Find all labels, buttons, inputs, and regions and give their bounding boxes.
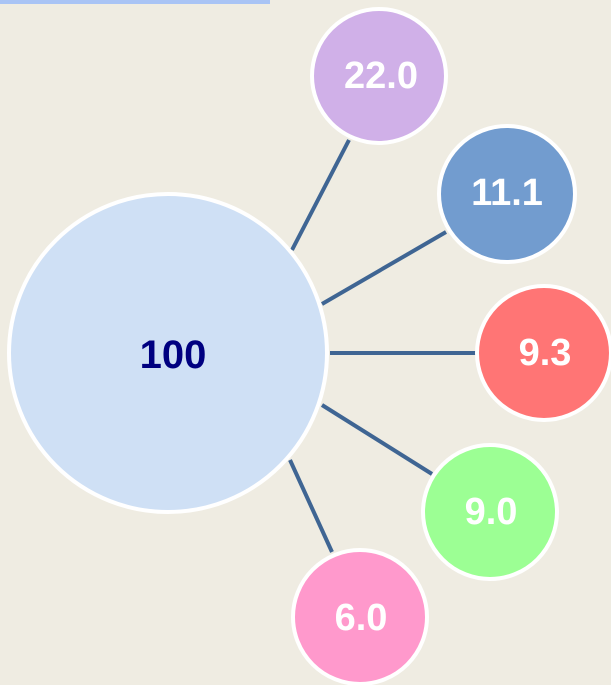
top-bar (0, 0, 270, 4)
connector (320, 230, 448, 306)
node-label: 9.3 (519, 332, 572, 374)
center-circle (7, 192, 329, 514)
center-label: 100 (140, 333, 207, 377)
node-circle (437, 124, 577, 264)
node-circle (291, 548, 429, 685)
node-circle (475, 284, 611, 422)
connector (290, 139, 351, 251)
node-label: 9.0 (465, 491, 518, 533)
connector (320, 403, 434, 476)
node-circle (421, 443, 559, 581)
node-label: 6.0 (335, 597, 388, 639)
node-label: 11.1 (471, 172, 543, 214)
node-label: 22.0 (344, 55, 418, 97)
connector (288, 459, 334, 553)
node-circle (310, 7, 448, 145)
